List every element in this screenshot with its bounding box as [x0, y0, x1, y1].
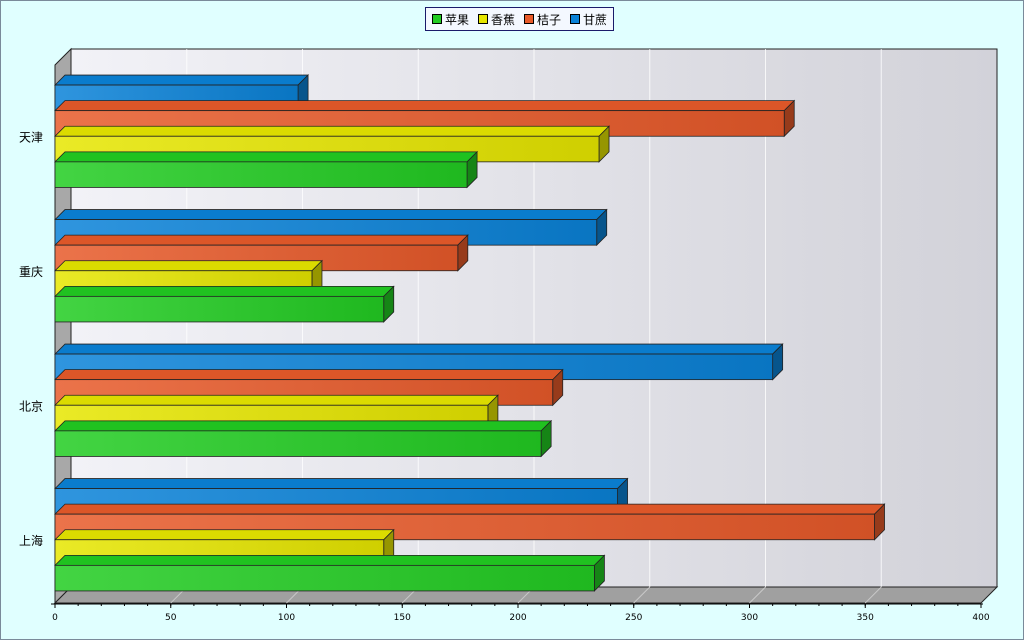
- x-tick-label: 200: [509, 613, 526, 623]
- y-category-label: 上海: [19, 533, 43, 548]
- legend-swatch: [478, 14, 489, 24]
- bar-top-face: [54, 260, 323, 272]
- bar: [54, 554, 606, 592]
- legend: 苹果 香蕉 桔子 甘蔗: [425, 7, 615, 31]
- bar-top-face: [54, 503, 886, 515]
- bar-top-face: [54, 529, 395, 541]
- legend-swatch: [432, 14, 442, 24]
- legend-swatch: [524, 14, 535, 24]
- bar-front-face: [54, 430, 542, 457]
- bar-top-face: [54, 125, 610, 137]
- bar-top-face: [54, 343, 784, 355]
- bar: [54, 419, 553, 458]
- legend-label: 苹果: [445, 12, 470, 27]
- x-tick-label: 300: [741, 613, 758, 623]
- bar-top-face: [54, 554, 606, 566]
- bar-front-face: [54, 564, 595, 592]
- floor-grid-line: [864, 586, 882, 604]
- floor-grid-line: [749, 586, 766, 604]
- bar-top-face: [54, 285, 395, 297]
- bar-top-face: [54, 420, 553, 432]
- legend-label: 甘蔗: [583, 12, 608, 27]
- y-category-label: 北京: [19, 399, 43, 413]
- x-tick-label: 100: [278, 613, 295, 623]
- y-category-label: 天津: [19, 130, 43, 144]
- bar-top-face: [54, 369, 564, 381]
- bar: [54, 150, 479, 189]
- legend-item: 桔子: [524, 11, 561, 28]
- x-tick-label: 0: [52, 613, 58, 623]
- bar-top-face: [54, 151, 479, 163]
- legend-label: 香蕉: [491, 12, 516, 27]
- legend-label: 桔子: [537, 12, 562, 27]
- bar-top-face: [54, 234, 469, 246]
- bar-top-face: [54, 394, 499, 406]
- x-tick-label: 350: [857, 613, 874, 623]
- y-category-label: 重庆: [19, 265, 43, 279]
- floor-grid-line: [633, 586, 651, 604]
- bar-top-face: [54, 74, 310, 86]
- bar-top-face: [54, 478, 629, 489]
- bar: [54, 285, 395, 323]
- bar-top-face: [54, 100, 796, 112]
- x-tick-label: 250: [625, 613, 642, 623]
- legend-swatch: [570, 14, 581, 24]
- x-tick-label: 400: [972, 613, 989, 623]
- x-tick-label: 50: [165, 613, 177, 623]
- bar-front-face: [54, 295, 385, 323]
- x-tick-label: 150: [394, 613, 411, 623]
- legend-item: 甘蔗: [570, 11, 607, 28]
- bar-top-face: [54, 209, 608, 220]
- legend-item: 苹果: [432, 11, 469, 28]
- legend-item: 香蕉: [478, 11, 515, 28]
- bar-front-face: [54, 161, 468, 188]
